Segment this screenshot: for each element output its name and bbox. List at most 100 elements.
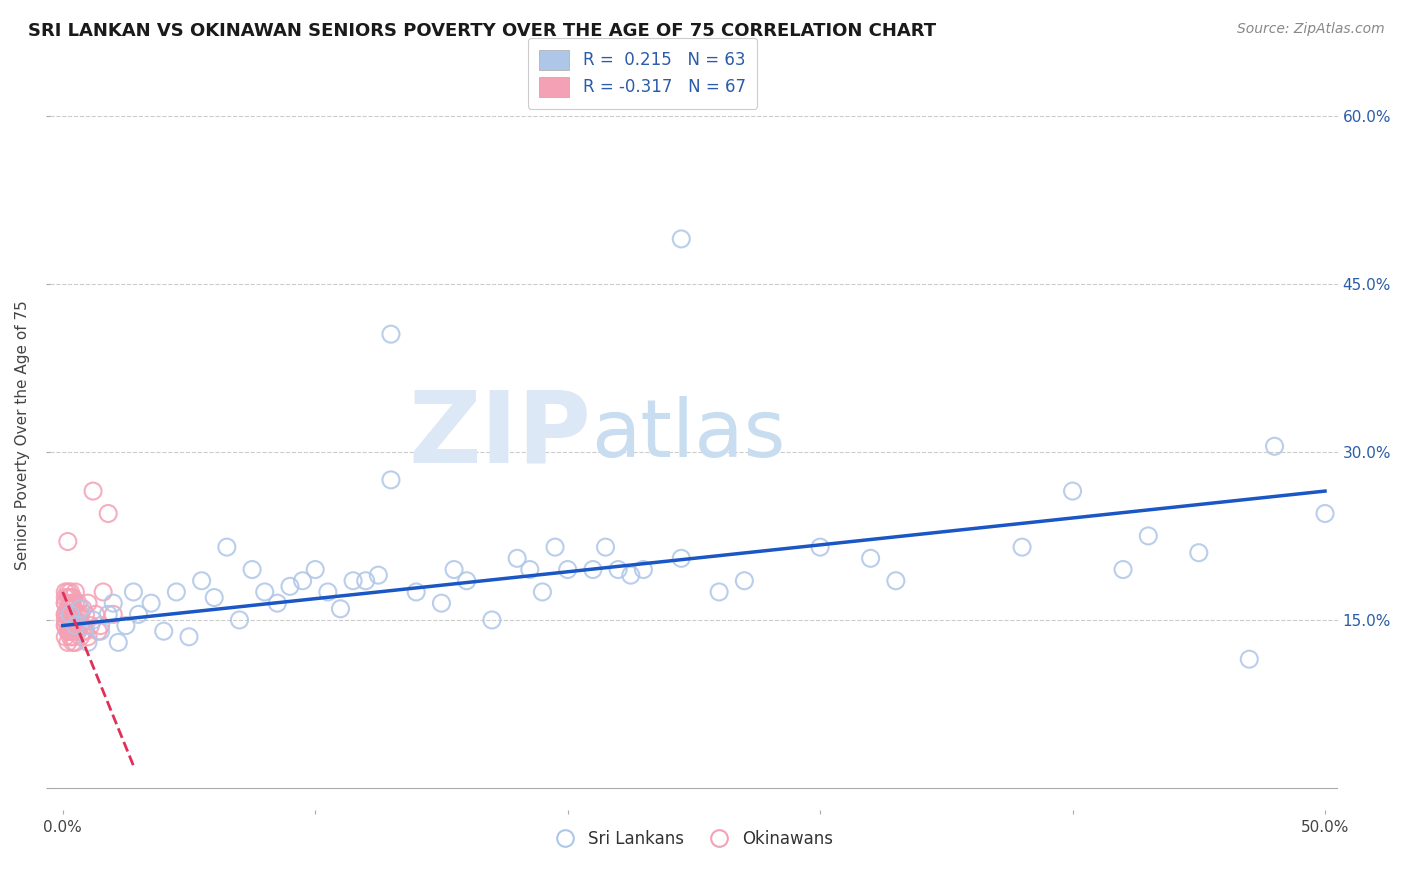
Point: [519, 562, 541, 576]
Point: [66, 624, 89, 639]
Point: [62, 630, 84, 644]
Point: [53, 630, 76, 644]
Point: [90, 624, 112, 639]
Point: [202, 591, 225, 605]
Point: [859, 551, 882, 566]
Point: [56, 585, 79, 599]
Point: [253, 585, 276, 599]
Text: SRI LANKAN VS OKINAWAN SENIORS POVERTY OVER THE AGE OF 75 CORRELATION CHART: SRI LANKAN VS OKINAWAN SENIORS POVERTY O…: [28, 22, 936, 40]
Point: [56, 601, 79, 615]
Point: [59, 607, 82, 622]
Point: [177, 630, 200, 644]
Point: [59, 613, 82, 627]
Point: [671, 232, 693, 246]
Point: [82, 613, 104, 627]
Point: [215, 540, 238, 554]
Point: [66, 596, 89, 610]
Point: [90, 618, 112, 632]
Point: [69, 630, 91, 644]
Point: [53, 618, 76, 632]
Point: [808, 540, 831, 554]
Point: [115, 618, 138, 632]
Point: [65, 635, 87, 649]
Point: [506, 551, 529, 566]
Point: [87, 624, 110, 639]
Point: [53, 596, 76, 610]
Point: [443, 562, 465, 576]
Point: [544, 540, 567, 554]
Point: [77, 596, 100, 610]
Point: [103, 596, 125, 610]
Point: [56, 635, 79, 649]
Point: [59, 591, 82, 605]
Point: [56, 591, 79, 605]
Point: [1011, 540, 1033, 554]
Point: [56, 618, 79, 632]
Point: [65, 585, 87, 599]
Point: [53, 607, 76, 622]
Point: [266, 596, 288, 610]
Point: [380, 473, 402, 487]
Point: [139, 596, 162, 610]
Point: [65, 618, 87, 632]
Point: [91, 585, 114, 599]
Point: [62, 618, 84, 632]
Point: [103, 607, 125, 622]
Point: [557, 562, 579, 576]
Point: [342, 574, 364, 588]
Point: [62, 601, 84, 615]
Point: [595, 540, 617, 554]
Point: [228, 613, 250, 627]
Point: [152, 624, 174, 639]
Point: [59, 585, 82, 599]
Point: [354, 574, 377, 588]
Point: [69, 607, 91, 622]
Point: [62, 635, 84, 649]
Point: [59, 624, 82, 639]
Point: [481, 613, 503, 627]
Point: [65, 618, 87, 632]
Point: [97, 507, 120, 521]
Point: [707, 585, 730, 599]
Point: [190, 574, 212, 588]
Point: [56, 607, 79, 622]
Point: [75, 607, 97, 622]
Point: [62, 591, 84, 605]
Point: [291, 574, 314, 588]
Point: [59, 618, 82, 632]
Point: [367, 568, 389, 582]
Point: [65, 613, 87, 627]
Point: [582, 562, 605, 576]
Point: [62, 607, 84, 622]
Point: [329, 601, 352, 615]
Point: [65, 607, 87, 622]
Point: [633, 562, 655, 576]
Point: [304, 562, 326, 576]
Point: [1112, 562, 1135, 576]
Point: [77, 630, 100, 644]
Point: [620, 568, 643, 582]
Point: [278, 579, 301, 593]
Text: Source: ZipAtlas.com: Source: ZipAtlas.com: [1237, 22, 1385, 37]
Point: [1263, 439, 1285, 453]
Point: [456, 574, 478, 588]
Point: [75, 624, 97, 639]
Point: [59, 630, 82, 644]
Point: [84, 607, 107, 622]
Text: atlas: atlas: [591, 396, 786, 474]
Point: [72, 624, 94, 639]
Point: [671, 551, 693, 566]
Point: [79, 618, 101, 632]
Point: [884, 574, 907, 588]
Point: [66, 607, 89, 622]
Point: [56, 624, 79, 639]
Point: [82, 484, 104, 499]
Point: [733, 574, 755, 588]
Point: [122, 585, 145, 599]
Point: [56, 624, 79, 639]
Point: [240, 562, 263, 576]
Point: [77, 635, 100, 649]
Point: [65, 596, 87, 610]
Point: [53, 613, 76, 627]
Point: [607, 562, 630, 576]
